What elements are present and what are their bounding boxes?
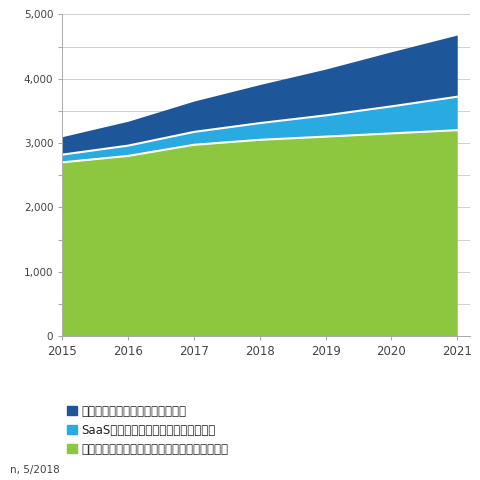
Text: n, 5/2018: n, 5/2018 — [10, 465, 60, 475]
Legend: セキュリティアプライアンス市場, SaaS型セキュリティソフトウェア市場, オンプレミス型セキュリティソフトウェア市場: セキュリティアプライアンス市場, SaaS型セキュリティソフトウェア市場, オン… — [62, 400, 233, 461]
